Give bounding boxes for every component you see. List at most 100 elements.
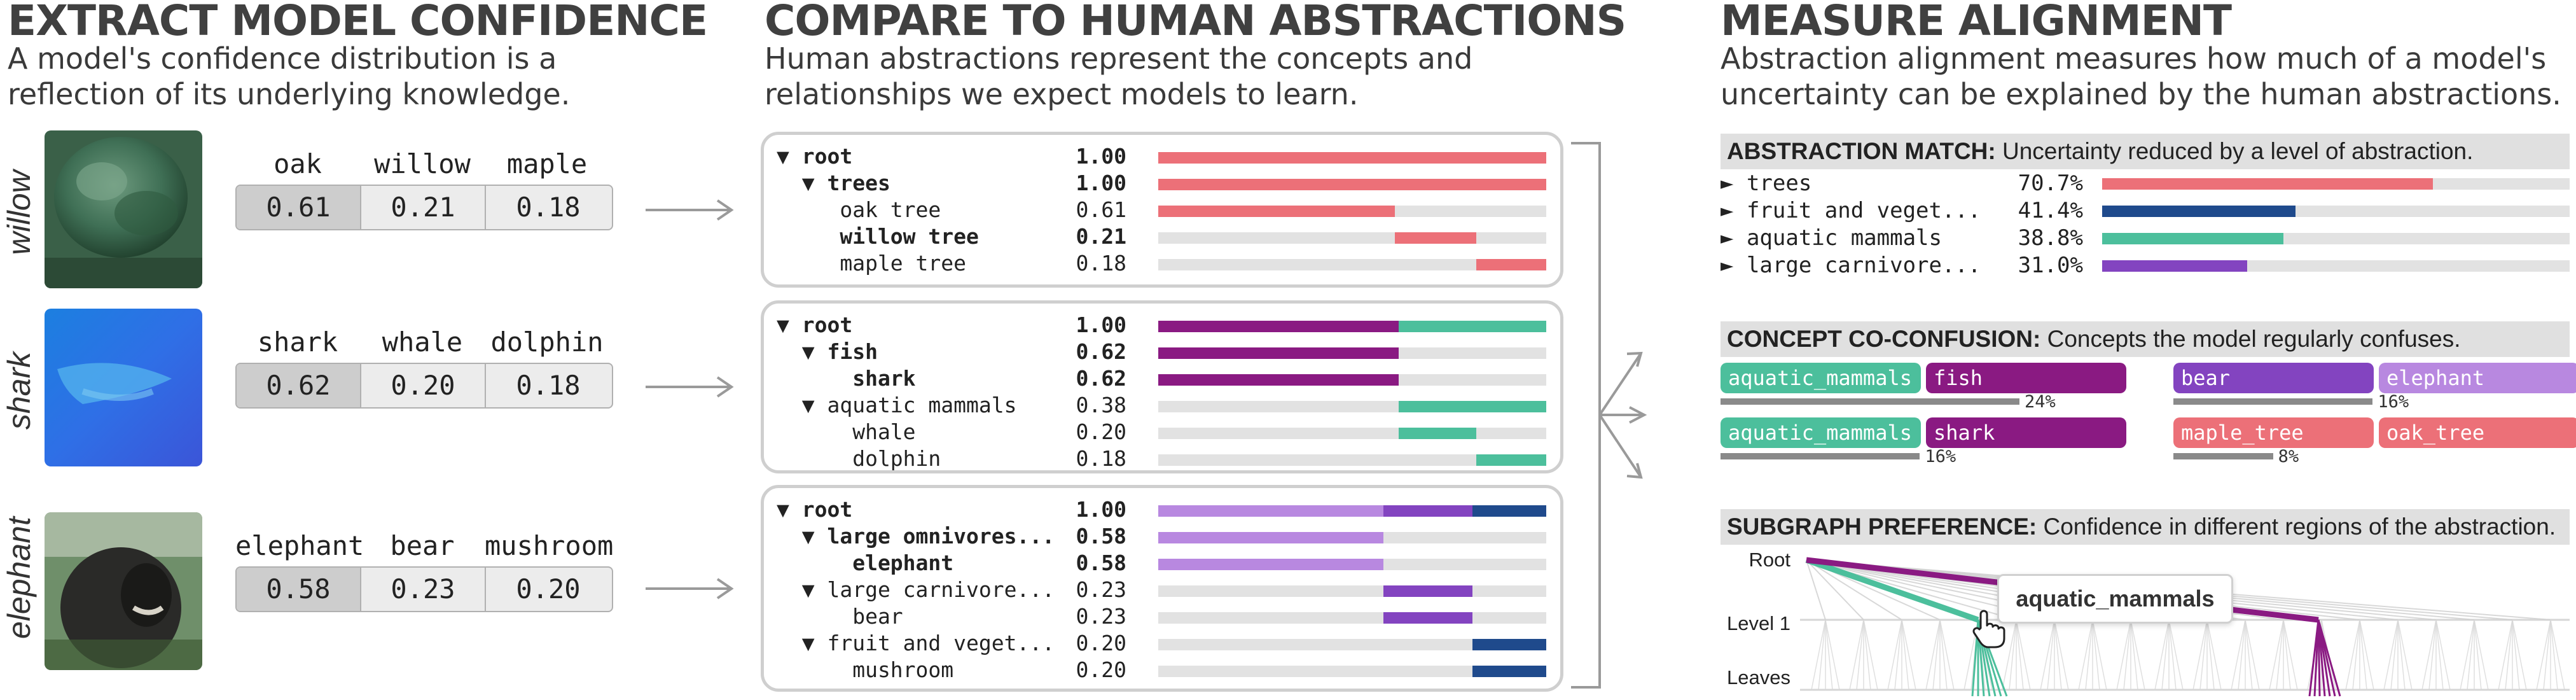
match-label: ► large carnivore... xyxy=(1721,253,1981,278)
tree-edge xyxy=(2016,619,2024,690)
tree-edge xyxy=(2512,619,2527,690)
tree-node-value: 0.58 xyxy=(1076,550,1126,575)
class-label: dolphin xyxy=(490,326,604,358)
tree-edge xyxy=(2435,619,2451,690)
confidence-bar xyxy=(1383,585,1473,597)
abstraction-match-row[interactable]: ► large carnivore... 31.0% xyxy=(1721,253,2570,280)
confidence-bar xyxy=(1476,454,1546,466)
confidence-cell: 0.61 xyxy=(237,186,361,229)
tree-node-value: 0.21 xyxy=(1076,224,1126,249)
tree-edge xyxy=(2206,619,2222,690)
tree-edge xyxy=(2543,619,2551,690)
tree-photo-icon xyxy=(45,130,202,288)
confidence-bar xyxy=(1158,559,1383,570)
node-tooltip: aquatic_mammals xyxy=(1997,574,2233,624)
confidence-bar xyxy=(1158,374,1399,386)
section1-title: EXTRACT MODEL CONFIDENCE xyxy=(8,0,708,45)
tree-edge xyxy=(2345,619,2360,690)
confidence-table: 0.62 0.20 0.18 xyxy=(235,363,613,409)
section2-title: COMPARE TO HUMAN ABSTRACTIONS xyxy=(765,0,1626,45)
tree-edge xyxy=(2092,619,2100,690)
tree-edge xyxy=(2154,619,2170,690)
tree-edge xyxy=(2206,619,2215,690)
tree-edge xyxy=(1806,559,1826,620)
tree-edge xyxy=(2467,619,2475,690)
tree-edge xyxy=(2199,619,2208,690)
tree-edge xyxy=(2161,619,2170,690)
section3-title: MEASURE ALIGNMENT xyxy=(1721,0,2232,45)
row-label: shark xyxy=(1,351,37,430)
tree-node-label: oak tree xyxy=(777,197,941,222)
tree-edge xyxy=(1856,619,1864,690)
tree-node-label: ▼ root xyxy=(777,497,853,522)
label-row: elephant bear mushroom xyxy=(235,530,613,562)
tree-node-label: willow tree xyxy=(777,224,979,249)
tree-edge xyxy=(2474,619,2489,690)
level-leaves-label: Leaves xyxy=(1727,666,1790,689)
tree-node-label: bear xyxy=(777,604,903,629)
tree-edge xyxy=(2283,619,2298,690)
header-bold: ABSTRACTION MATCH: xyxy=(1727,138,1996,164)
co-confusion-pair[interactable]: bear elephant 16% xyxy=(2173,363,2576,414)
confidence-cell: 0.18 xyxy=(516,370,581,401)
abstraction-match-row[interactable]: ► trees 70.7% xyxy=(1721,171,2570,198)
abstraction-match-row[interactable]: ► aquatic mammals 38.8% xyxy=(1721,225,2570,253)
tree-edge xyxy=(2238,619,2246,690)
confidence-cell: 0.20 xyxy=(361,364,486,407)
class-label: bear xyxy=(390,530,455,561)
confidence-bar xyxy=(1395,232,1477,244)
tree-edge xyxy=(2352,619,2360,690)
co-confusion-pair[interactable]: aquatic_mammals fish 24% xyxy=(1721,363,2126,414)
co-confusion-bar xyxy=(2173,398,2373,405)
tree-edge xyxy=(2460,619,2475,690)
tree-edge xyxy=(2168,619,2177,690)
tree-node-value: 0.38 xyxy=(1076,393,1126,417)
tree-edge xyxy=(2359,619,2374,690)
tree-edge xyxy=(1887,619,1902,690)
tree-edge xyxy=(2536,619,2551,690)
track-bar xyxy=(1158,232,1546,244)
tree-edge xyxy=(2245,619,2253,690)
confidence-cell: 0.62 xyxy=(237,364,361,407)
tree-node-value: 0.20 xyxy=(1076,419,1126,444)
subgraph-header: SUBGRAPH PREFERENCE: Confidence in diffe… xyxy=(1721,509,2570,545)
abstraction-tree-shark: ▼ root 1.00 ▼ fish 0.62 shark 0.62 ▼ aquati… xyxy=(761,300,1563,473)
tree-edge xyxy=(2231,619,2246,690)
confidence-table: 0.58 0.23 0.20 xyxy=(235,566,613,612)
tree-edge xyxy=(2047,619,2055,690)
example-row-shark: shark xyxy=(0,309,38,466)
section2-subtitle-line1: Human abstractions represent the concept… xyxy=(765,41,1473,76)
subgraph-plot: Root Level 1 Leaves aquatic_mammals xyxy=(1721,549,2570,697)
tree-edge xyxy=(2245,619,2260,690)
match-bar xyxy=(2102,178,2433,190)
tree-edge xyxy=(2550,619,2558,690)
tree-node-value: 0.62 xyxy=(1076,366,1126,391)
concept-pill: oak_tree xyxy=(2379,417,2576,448)
tree-edge xyxy=(1939,619,1948,690)
co-confusion-pair[interactable]: maple_tree oak_tree 8% xyxy=(2173,417,2576,468)
track-bar xyxy=(1158,639,1546,650)
tree-node-label: ▼ fruit and veget... xyxy=(777,631,1055,655)
co-confusion-bar xyxy=(2173,453,2273,459)
tree-edge xyxy=(2269,619,2284,690)
tree-edge xyxy=(1863,619,1878,690)
tree-edge xyxy=(2550,619,2565,690)
match-pct: 70.7% xyxy=(2018,171,2083,196)
arrow-connectors xyxy=(646,199,734,599)
co-confusion-pair[interactable]: aquatic_mammals shark 16% xyxy=(1721,417,2126,468)
row-label: elephant xyxy=(1,517,37,639)
tree-node-value: 0.23 xyxy=(1076,577,1126,602)
confidence-cell: 0.23 xyxy=(361,568,486,611)
tree-edge xyxy=(2054,619,2069,690)
hand-pointer-icon xyxy=(1972,610,2005,648)
tree-edge xyxy=(2016,619,2031,690)
concept-pill: fish xyxy=(1926,363,2126,393)
tree-node-value: 0.62 xyxy=(1076,339,1126,364)
concept-pill: shark xyxy=(1926,417,2126,448)
tree-edge xyxy=(1811,619,1826,690)
tree-edge xyxy=(2168,619,2184,690)
match-bar xyxy=(2102,233,2284,244)
match-bar xyxy=(2102,206,2296,217)
tree-edge xyxy=(1825,619,1840,690)
abstraction-match-row[interactable]: ► fruit and veget... 41.4% xyxy=(1721,198,2570,225)
